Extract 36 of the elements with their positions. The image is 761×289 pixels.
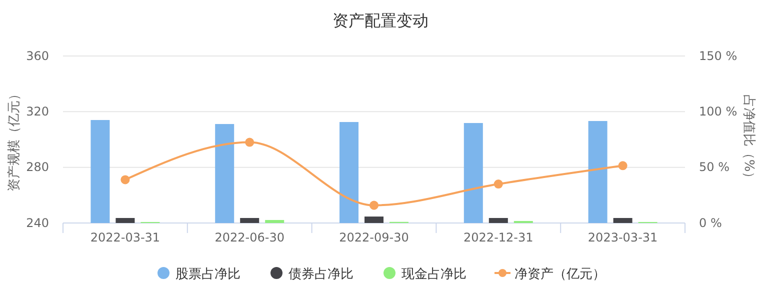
point <box>494 180 503 189</box>
bar <box>265 220 284 223</box>
chart-title: 资产配置变动 <box>332 11 428 30</box>
legend-label: 净资产（亿元） <box>514 267 606 282</box>
bar <box>340 122 358 223</box>
y2-tick-label: 100 % <box>699 104 738 119</box>
y-axis-title: 资产规模（亿元） <box>7 88 22 192</box>
point <box>245 138 254 147</box>
x-tick-label: 2022-09-30 <box>339 230 409 245</box>
x-tick-label: 2022-06-30 <box>214 230 284 245</box>
y-tick-label: 320 <box>26 104 49 119</box>
legend-label: 债券占净比 <box>288 267 354 282</box>
y2-tick-label: 150 % <box>699 48 738 63</box>
point <box>618 161 628 170</box>
y-tick-label: 240 <box>26 216 49 230</box>
y-tick-label: 280 <box>26 160 49 174</box>
point <box>369 200 379 210</box>
y2-tick-label: 50 % <box>699 160 730 174</box>
x-tick-label: 2022-12-31 <box>464 230 534 245</box>
y-tick-label: 360 <box>26 48 49 63</box>
point <box>120 175 130 184</box>
x-tick-label: 2022-03-31 <box>90 230 160 245</box>
bar <box>588 121 608 223</box>
bar <box>364 216 384 223</box>
y2-tick-label: 0 % <box>699 216 722 230</box>
bar <box>464 123 483 223</box>
bar <box>613 218 632 223</box>
bar <box>215 124 234 223</box>
bar <box>116 218 135 223</box>
bar <box>240 218 260 223</box>
legend-label: 股票占净比 <box>176 267 240 282</box>
bar <box>488 218 508 223</box>
x-tick-label: 2023-03-31 <box>588 230 658 245</box>
legend-label: 现金占净比 <box>402 267 466 282</box>
bar <box>90 120 110 223</box>
y2-axis-title: 占净值比（%） <box>741 94 756 185</box>
